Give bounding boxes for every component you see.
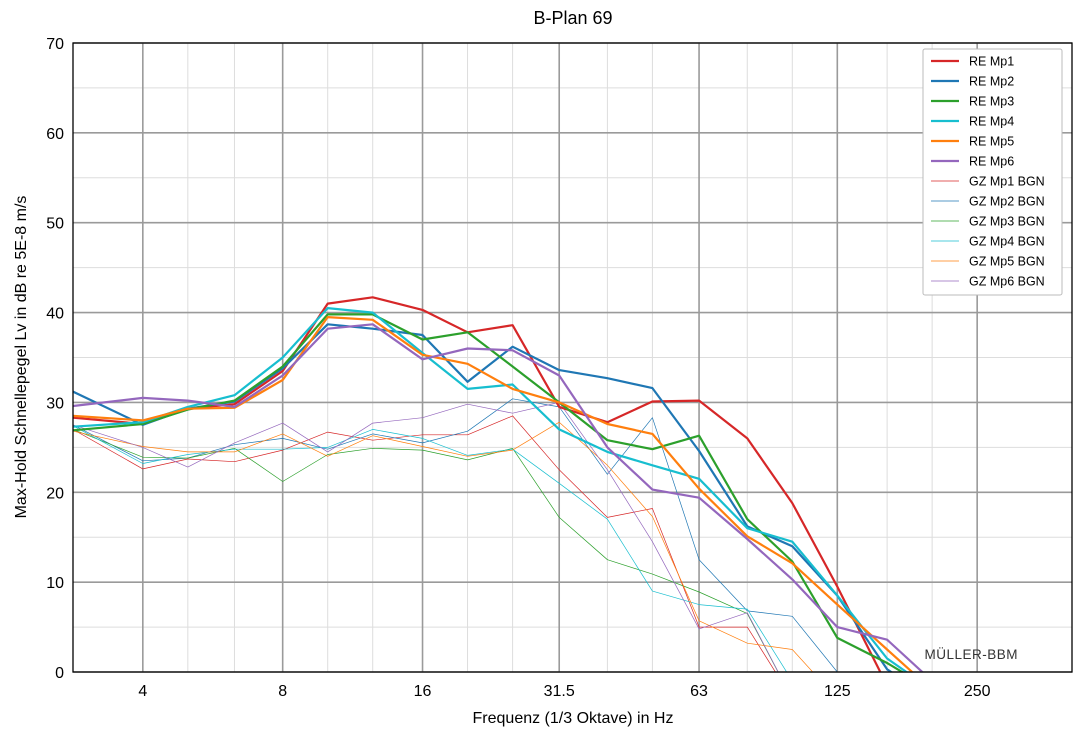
series-line-gz-mp3-bgn [73,429,779,672]
y-tick-label: 0 [55,665,64,682]
x-axis-label: Frequenz (1/3 Oktave) in Hz [473,710,674,727]
grid [73,42,1072,673]
y-tick-label: 50 [46,216,64,233]
x-tick-label: 125 [824,683,851,700]
legend-box [922,48,1063,296]
legend-label: GZ Mp3 BGN [969,215,1045,229]
chart-title: B-Plan 69 [533,8,612,28]
series-line-gz-mp2-bgn [73,398,839,672]
series-line-gz-mp5-bgn [73,421,814,672]
series-layer [73,296,924,672]
x-tick-label: 250 [964,683,991,700]
legend-label: RE Mp5 [969,135,1014,149]
series-line-re-mp6 [73,323,924,672]
x-tick-label: 4 [138,683,147,700]
x-tick-label: 63 [690,683,708,700]
y-axis-ticks: 0 10 20 30 40 50 60 70 [46,36,64,682]
series-line-gz-mp4-bgn [73,425,788,672]
y-tick-label: 40 [46,306,64,323]
series-line-gz-mp1-bgn [73,415,776,672]
y-tick-label: 70 [46,36,64,53]
legend-label: RE Mp1 [969,55,1014,69]
legend-label: RE Mp4 [969,115,1014,129]
y-tick-label: 10 [46,575,64,592]
legend-label: GZ Mp4 BGN [969,235,1045,249]
y-tick-label: 60 [46,126,64,143]
y-axis-label: Max-Hold Schnellepegel Lv in dB re 5E-8 … [13,196,30,519]
legend-label: RE Mp2 [969,75,1014,89]
x-axis-ticks: 4 8 16 31.5 63 125 250 [138,683,990,700]
legend-label: GZ Mp2 BGN [969,195,1045,209]
series-line-re-mp1 [73,296,882,672]
x-tick-label: 16 [414,683,432,700]
series-line-re-mp4 [73,307,909,672]
y-tick-label: 30 [46,395,64,412]
series-line-re-mp3 [73,313,905,672]
y-tick-label: 20 [46,485,64,502]
legend-label: GZ Mp6 BGN [969,275,1045,289]
x-tick-label: 8 [278,683,287,700]
plot-frame [72,42,1073,673]
series-line-gz-mp6-bgn [73,402,779,672]
legend-label: GZ Mp1 BGN [969,175,1045,189]
legend: RE Mp1 RE Mp2 RE Mp3 RE Mp4 RE Mp5 RE Mp6 GZ M… [922,48,1063,296]
legend-label: RE Mp6 [969,155,1014,169]
x-tick-label: 31.5 [544,683,575,700]
legend-label: RE Mp3 [969,95,1014,109]
watermark: MÜLLER-BBM [924,647,1018,662]
legend-label: GZ Mp5 BGN [969,255,1045,269]
